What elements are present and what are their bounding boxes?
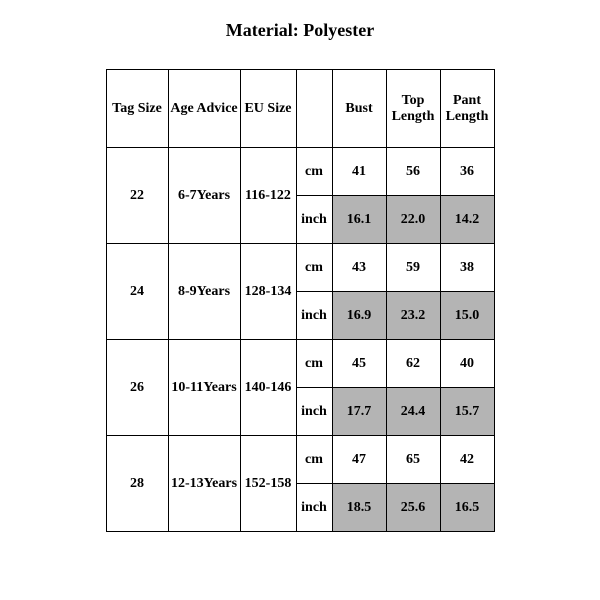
cell-unit: inch	[296, 196, 332, 244]
cell-unit: inch	[296, 484, 332, 532]
table-row: 26 10-11Years 140-146 cm 45 62 40	[106, 340, 494, 388]
cell-eu-size: 140-146	[240, 340, 296, 436]
cell-bust: 16.9	[332, 292, 386, 340]
cell-unit: cm	[296, 436, 332, 484]
cell-tag-size: 26	[106, 340, 168, 436]
cell-tag-size: 24	[106, 244, 168, 340]
cell-bust: 17.7	[332, 388, 386, 436]
col-top-length: Top Length	[386, 70, 440, 148]
cell-pant-length: 15.7	[440, 388, 494, 436]
cell-top-length: 56	[386, 148, 440, 196]
cell-age-advice: 12-13Years	[168, 436, 240, 532]
cell-pant-length: 14.2	[440, 196, 494, 244]
cell-unit: cm	[296, 340, 332, 388]
page: Material: Polyester Tag Size Age Advice …	[0, 0, 600, 600]
cell-eu-size: 116-122	[240, 148, 296, 244]
col-age-advice: Age Advice	[168, 70, 240, 148]
cell-pant-length: 42	[440, 436, 494, 484]
cell-unit: inch	[296, 388, 332, 436]
table-row: 28 12-13Years 152-158 cm 47 65 42	[106, 436, 494, 484]
cell-pant-length: 40	[440, 340, 494, 388]
col-unit	[296, 70, 332, 148]
table-header-row: Tag Size Age Advice EU Size Bust Top Len…	[106, 70, 494, 148]
cell-pant-length: 38	[440, 244, 494, 292]
cell-bust: 43	[332, 244, 386, 292]
cell-pant-length: 15.0	[440, 292, 494, 340]
cell-top-length: 23.2	[386, 292, 440, 340]
cell-top-length: 24.4	[386, 388, 440, 436]
col-eu-size: EU Size	[240, 70, 296, 148]
cell-bust: 18.5	[332, 484, 386, 532]
cell-eu-size: 152-158	[240, 436, 296, 532]
cell-bust: 45	[332, 340, 386, 388]
table-row: 22 6-7Years 116-122 cm 41 56 36	[106, 148, 494, 196]
cell-top-length: 65	[386, 436, 440, 484]
col-pant-length: Pant Length	[440, 70, 494, 148]
table-row: 24 8-9Years 128-134 cm 43 59 38	[106, 244, 494, 292]
cell-top-length: 59	[386, 244, 440, 292]
col-bust: Bust	[332, 70, 386, 148]
page-title: Material: Polyester	[0, 20, 600, 41]
cell-bust: 16.1	[332, 196, 386, 244]
cell-pant-length: 16.5	[440, 484, 494, 532]
col-tag-size: Tag Size	[106, 70, 168, 148]
size-chart-table: Tag Size Age Advice EU Size Bust Top Len…	[106, 69, 495, 532]
cell-top-length: 22.0	[386, 196, 440, 244]
cell-unit: cm	[296, 244, 332, 292]
cell-unit: inch	[296, 292, 332, 340]
cell-top-length: 62	[386, 340, 440, 388]
cell-top-length: 25.6	[386, 484, 440, 532]
cell-age-advice: 6-7Years	[168, 148, 240, 244]
cell-unit: cm	[296, 148, 332, 196]
cell-age-advice: 10-11Years	[168, 340, 240, 436]
cell-age-advice: 8-9Years	[168, 244, 240, 340]
cell-tag-size: 22	[106, 148, 168, 244]
cell-bust: 47	[332, 436, 386, 484]
cell-tag-size: 28	[106, 436, 168, 532]
cell-bust: 41	[332, 148, 386, 196]
cell-pant-length: 36	[440, 148, 494, 196]
cell-eu-size: 128-134	[240, 244, 296, 340]
